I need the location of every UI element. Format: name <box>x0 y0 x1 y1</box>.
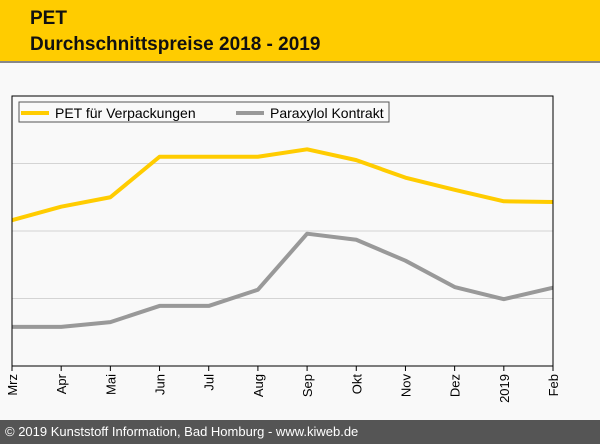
x-tick-label: Sep <box>300 374 315 397</box>
x-tick-label: 2019 <box>497 374 512 403</box>
plot-border <box>11 95 554 367</box>
footer-copyright: © 2019 Kunststoff Information, Bad Hombu… <box>0 420 600 444</box>
x-tick-label: Dez <box>448 374 463 397</box>
x-tick-label: Apr <box>54 373 69 394</box>
page-subtitle: Durchschnittspreise 2018 - 2019 <box>30 34 321 55</box>
series-line-1 <box>12 231 554 329</box>
x-tick-label: Feb <box>546 374 561 396</box>
legend-label-0: PET für Verpackungen <box>55 105 196 121</box>
series-line-0 <box>11 147 554 223</box>
legend-label-1: Paraxylol Kontrakt <box>270 105 384 121</box>
x-tick-label: Mrz <box>5 374 20 396</box>
x-tick-label: Jul <box>202 374 217 391</box>
header-banner: PET Durchschnittspreise 2018 - 2019 <box>0 0 600 63</box>
x-tick-label: Okt <box>349 374 364 395</box>
x-tick-label: Jun <box>153 374 168 395</box>
x-tick-label: Nov <box>398 374 413 398</box>
line-chart: Mrz Apr Mai Jun Jul Aug Sep Okt Nov Dez 2019 Feb PET… <box>5 95 561 403</box>
x-tick-label: Mai <box>103 374 118 395</box>
page-title: PET <box>30 8 67 29</box>
x-tick-label: Aug <box>251 374 266 397</box>
legend <box>18 101 390 123</box>
